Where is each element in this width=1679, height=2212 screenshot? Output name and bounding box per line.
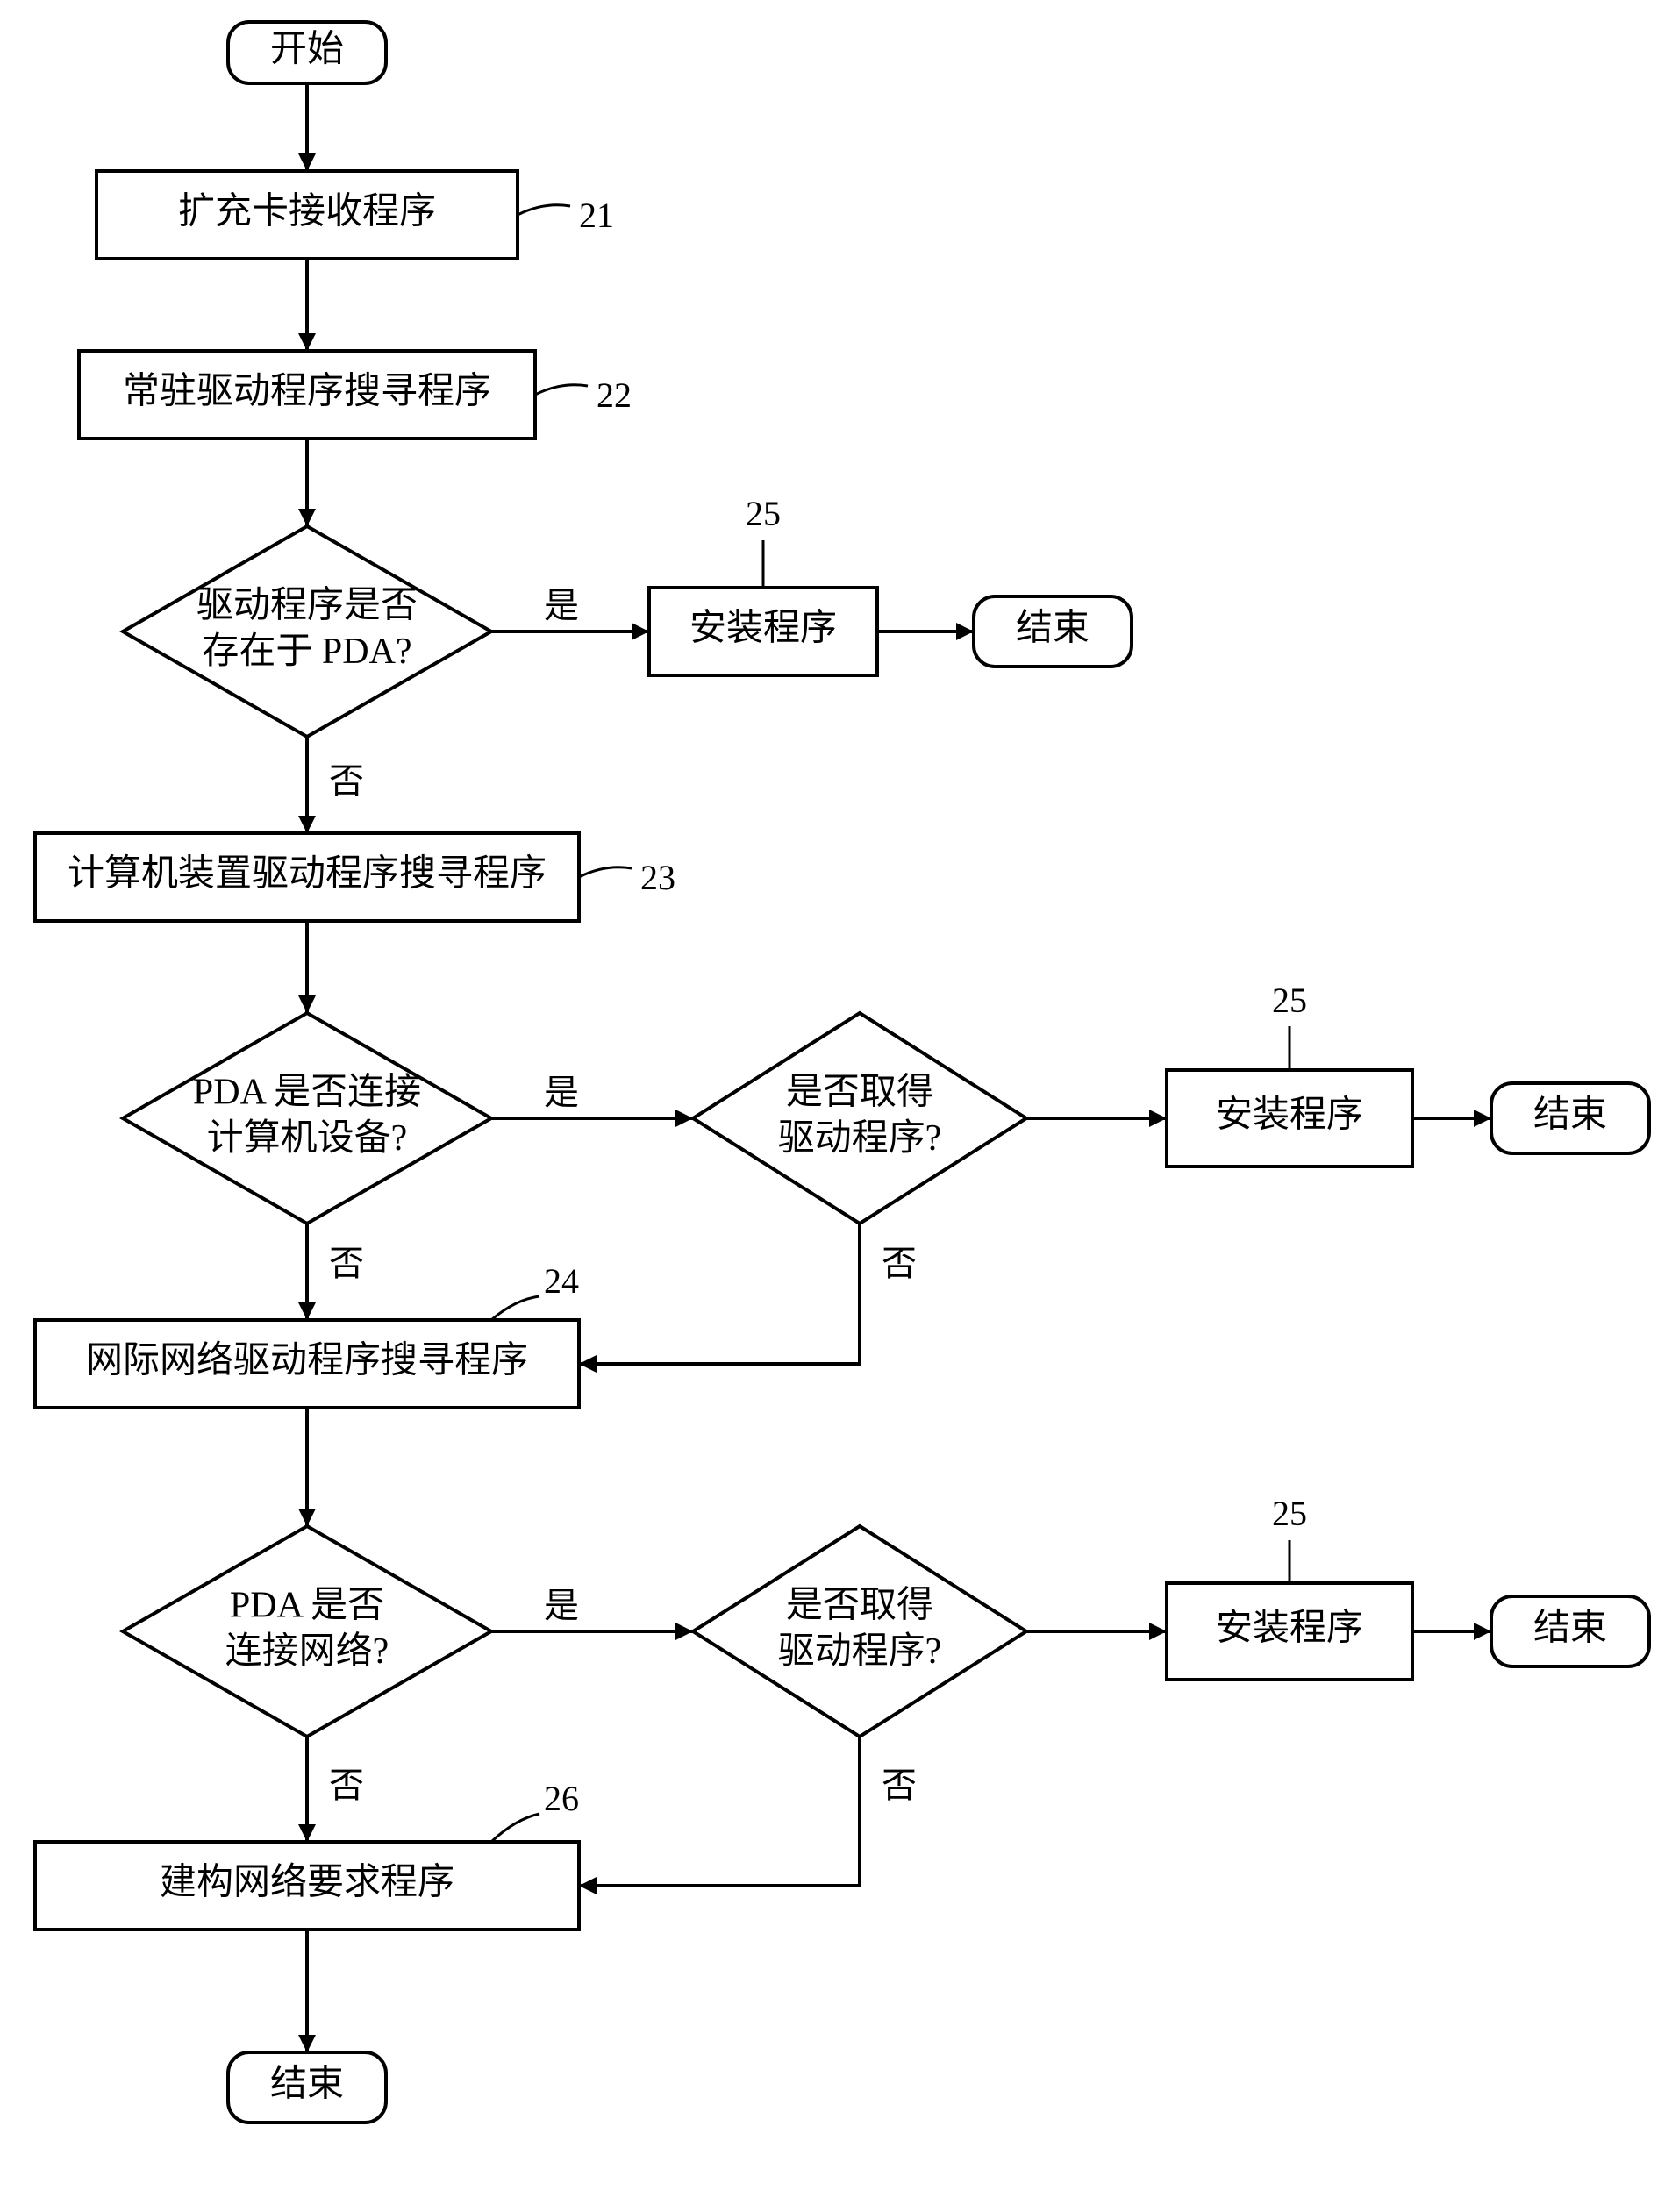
svg-text:是: 是: [544, 1073, 579, 1112]
svg-text:计算机设备?: 计算机设备?: [207, 1118, 408, 1159]
svg-text:26: 26: [544, 1779, 579, 1818]
svg-text:否: 否: [329, 1766, 364, 1805]
svg-text:23: 23: [640, 858, 675, 897]
svg-text:是: 是: [544, 586, 579, 625]
svg-text:21: 21: [579, 196, 614, 235]
svg-text:安装程序: 安装程序: [689, 609, 837, 649]
svg-text:安装程序: 安装程序: [1216, 1095, 1363, 1136]
svg-text:建构网络要求程序: 建构网络要求程序: [160, 1862, 454, 1903]
svg-text:25: 25: [746, 494, 781, 533]
flowchart-canvas: 开始扩充卡接收程序常驻驱动程序搜寻程序驱动程序是否存在于 PDA?安装程序结束计…: [0, 0, 1679, 2212]
svg-text:开始: 开始: [270, 30, 344, 70]
svg-text:24: 24: [544, 1261, 579, 1301]
svg-text:25: 25: [1272, 1494, 1307, 1533]
svg-text:常驻驱动程序搜寻程序: 常驻驱动程序搜寻程序: [123, 372, 491, 412]
svg-text:否: 否: [882, 1766, 917, 1805]
svg-text:驱动程序是否: 驱动程序是否: [196, 585, 418, 625]
svg-text:网际网络驱动程序搜寻程序: 网际网络驱动程序搜寻程序: [86, 1340, 528, 1381]
svg-text:否: 否: [329, 1244, 364, 1283]
svg-text:25: 25: [1272, 981, 1307, 1020]
svg-text:结束: 结束: [1533, 1609, 1607, 1649]
svg-text:存在于 PDA?: 存在于 PDA?: [202, 631, 411, 672]
svg-text:安装程序: 安装程序: [1216, 1609, 1363, 1649]
svg-text:PDA 是否连接: PDA 是否连接: [193, 1072, 421, 1112]
svg-text:22: 22: [597, 375, 632, 415]
svg-text:否: 否: [329, 761, 364, 801]
svg-text:结束: 结束: [1533, 1095, 1607, 1136]
svg-text:PDA 是否: PDA 是否: [230, 1585, 384, 1625]
svg-text:否: 否: [882, 1244, 917, 1283]
svg-text:是否取得: 是否取得: [786, 1072, 933, 1112]
svg-text:驱动程序?: 驱动程序?: [778, 1118, 942, 1159]
svg-text:连接网络?: 连接网络?: [225, 1630, 389, 1672]
svg-text:计算机装置驱动程序搜寻程序: 计算机装置驱动程序搜寻程序: [68, 854, 547, 895]
svg-text:是否取得: 是否取得: [786, 1585, 933, 1625]
svg-text:结束: 结束: [270, 2065, 344, 2105]
svg-text:驱动程序?: 驱动程序?: [778, 1631, 942, 1672]
svg-text:扩充卡接收程序: 扩充卡接收程序: [178, 192, 436, 232]
svg-text:结束: 结束: [1016, 609, 1090, 649]
svg-text:是: 是: [544, 1586, 579, 1625]
